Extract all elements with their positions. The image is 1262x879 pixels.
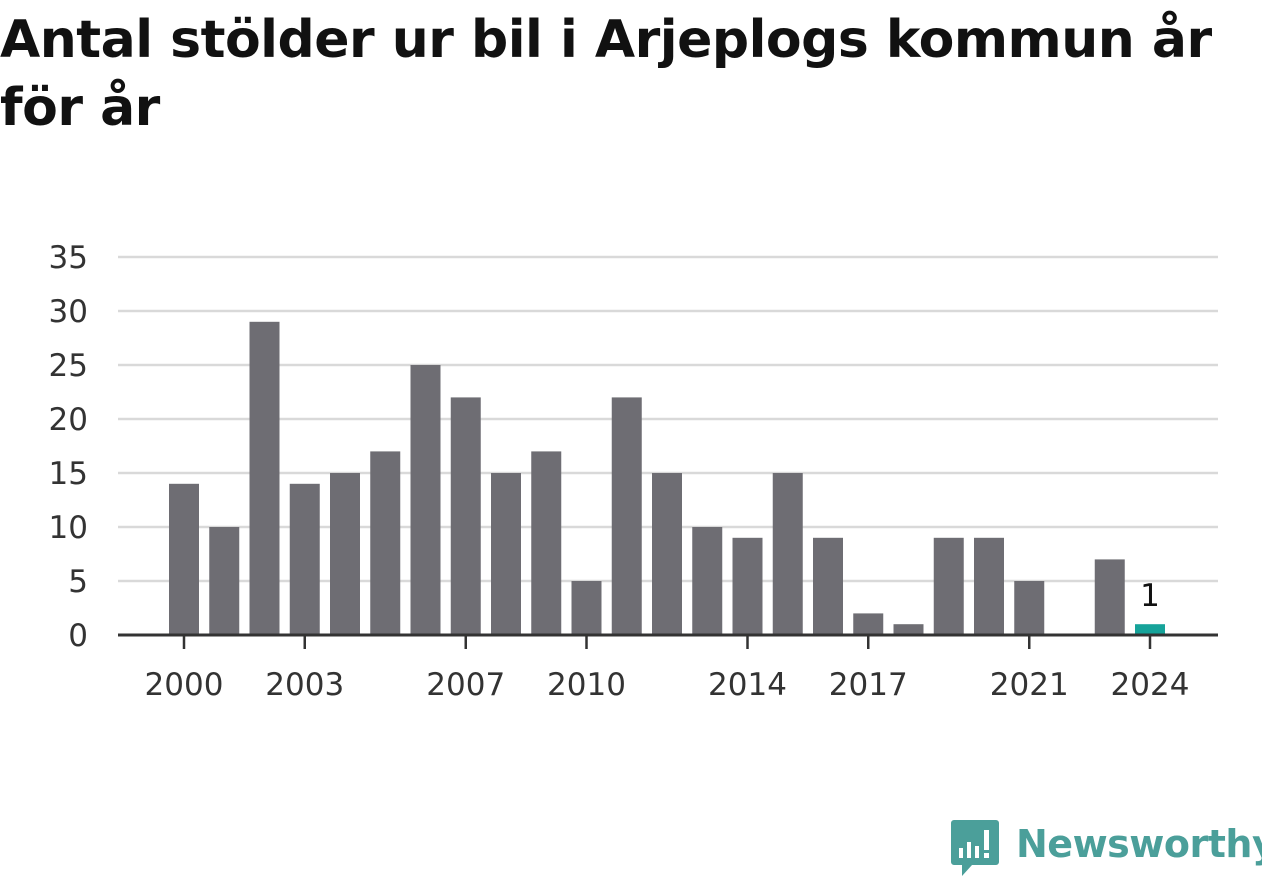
bar-2006 [410, 365, 441, 635]
bar-2005 [370, 451, 401, 635]
x-axis-ticks: 2000 2003 2007 2010 2014 2017 2021 2024 [145, 635, 1190, 703]
x-tick-label: 2000 [145, 667, 224, 703]
bars [169, 321, 1165, 635]
bar-2016 [813, 537, 843, 635]
bar-2008 [491, 473, 521, 635]
y-tick-label: 25 [49, 348, 88, 384]
newsworthy-logo: Newsworthy [950, 818, 1262, 878]
y-axis-tick-labels: 0 5 10 15 20 25 30 35 [49, 240, 88, 654]
data-label-2024: 1 [1140, 578, 1160, 614]
y-tick-label: 30 [49, 294, 88, 330]
y-tick-label: 20 [49, 402, 88, 438]
chart-title: Antal stölder ur bil i Arjeplogs kommun … [0, 10, 1212, 138]
newsworthy-logo-icon [951, 820, 999, 876]
bar-2017 [853, 613, 884, 635]
bar-2003 [289, 483, 320, 635]
bar-2020 [974, 537, 1004, 635]
bar-2019 [933, 537, 964, 635]
y-tick-label: 0 [68, 618, 88, 654]
x-tick-label: 2010 [547, 667, 626, 703]
bar-2012 [652, 473, 682, 635]
bar-2010 [571, 581, 602, 635]
bar-2007 [450, 397, 481, 635]
x-tick-label: 2021 [990, 667, 1069, 703]
y-tick-label: 35 [49, 240, 88, 276]
x-tick-label: 2014 [708, 667, 787, 703]
x-tick-label: 2003 [265, 667, 344, 703]
bar-2024 [1135, 624, 1165, 635]
bar-2018 [893, 624, 924, 635]
y-tick-label: 15 [49, 456, 88, 492]
x-tick-label: 2017 [829, 667, 908, 703]
bar-2013 [692, 527, 723, 635]
x-tick-label: 2024 [1111, 667, 1190, 703]
bar-2002 [249, 321, 280, 635]
bar-2015 [772, 473, 803, 635]
bar-2011 [611, 397, 642, 635]
bar-2001 [209, 527, 240, 635]
bar-2014 [732, 537, 763, 635]
bar-2000 [169, 483, 199, 635]
bar-2004 [330, 473, 360, 635]
y-tick-label: 5 [68, 564, 88, 600]
bar-2009 [531, 451, 562, 635]
brand-name: Newsworthy [1016, 822, 1262, 866]
y-tick-label: 10 [49, 510, 88, 546]
bar-2023 [1094, 559, 1125, 635]
x-tick-label: 2007 [426, 667, 505, 703]
annotations: 1 [1140, 578, 1160, 614]
bar-2021 [1014, 581, 1045, 635]
